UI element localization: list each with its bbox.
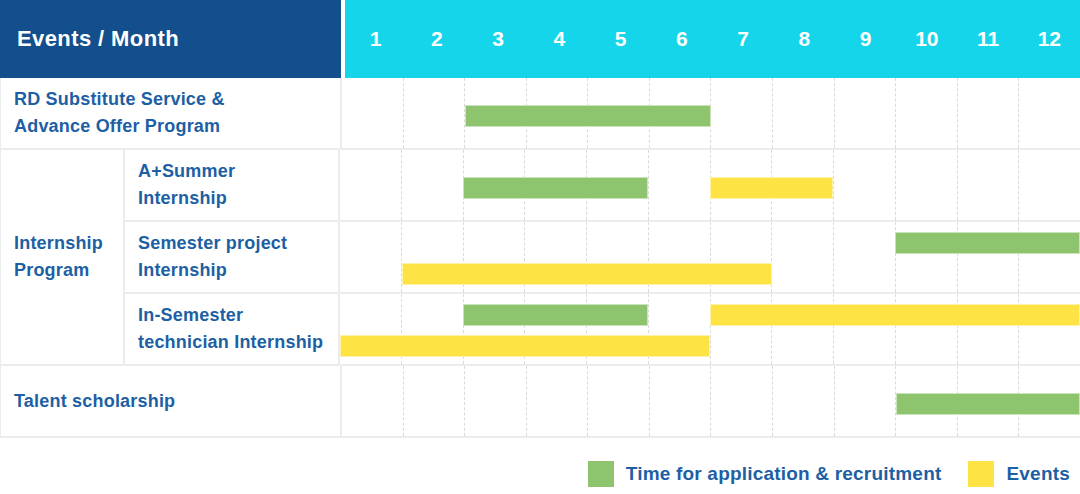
month-header-10: 10 xyxy=(896,0,957,78)
grid-column xyxy=(957,78,1019,148)
grid-column xyxy=(587,366,649,436)
schedule-row: RD Substitute Service &Advance Offer Pro… xyxy=(1,78,1080,150)
schedule-row: In-Semestertechnician Internship xyxy=(125,294,1080,366)
row-label-line: RD Substitute Service & xyxy=(14,86,340,113)
grid-column xyxy=(648,150,710,220)
month-header-2: 2 xyxy=(406,0,467,78)
bar-events xyxy=(710,304,1080,326)
grid-column xyxy=(895,150,957,220)
row-chart-area xyxy=(340,222,1080,292)
legend-item-application: Time for application & recruitment xyxy=(588,461,942,487)
grid-column xyxy=(464,366,526,436)
row-chart-area xyxy=(340,294,1080,364)
bar-application xyxy=(463,304,648,326)
grid-column xyxy=(895,78,957,148)
grid-column xyxy=(957,150,1019,220)
grid-column xyxy=(526,366,588,436)
months-header: 123456789101112 xyxy=(345,0,1080,78)
grid-column xyxy=(403,366,465,436)
row-chart-area xyxy=(340,150,1080,220)
row-chart-area xyxy=(342,78,1080,148)
legend-swatch-application xyxy=(588,461,614,487)
row-label-line: Internship xyxy=(138,185,338,212)
grid-column xyxy=(710,366,772,436)
month-header-11: 11 xyxy=(958,0,1019,78)
schedule-row: Semester projectInternship xyxy=(125,222,1080,294)
row-label-line: In-Semester xyxy=(138,302,338,329)
month-header-4: 4 xyxy=(529,0,590,78)
gantt-schedule-app: Events / Month 123456789101112 RD Substi… xyxy=(0,0,1080,494)
month-header-7: 7 xyxy=(713,0,774,78)
grid-column xyxy=(772,366,834,436)
grid-column xyxy=(833,222,895,292)
month-header-3: 3 xyxy=(468,0,529,78)
row-label-line: Talent scholarship xyxy=(14,388,340,415)
group-label: InternshipProgram xyxy=(1,150,125,366)
schedule-body: RD Substitute Service &Advance Offer Pro… xyxy=(0,78,1080,438)
legend-item-events: Events xyxy=(968,461,1070,487)
grid-column xyxy=(834,366,896,436)
month-header-6: 6 xyxy=(651,0,712,78)
row-label: Talent scholarship xyxy=(1,366,342,436)
schedule-row: Talent scholarship xyxy=(1,366,1080,438)
schedule-row: A+SummerInternship xyxy=(125,150,1080,222)
row-label: A+SummerInternship xyxy=(125,150,340,220)
row-label-line: technician Internship xyxy=(138,329,338,356)
legend: Time for application & recruitment Events xyxy=(588,461,1070,487)
grid-column xyxy=(649,366,711,436)
bar-application xyxy=(463,177,648,199)
grid-column xyxy=(710,78,772,148)
row-label: RD Substitute Service &Advance Offer Pro… xyxy=(1,78,342,148)
grid-column xyxy=(403,78,465,148)
month-header-1: 1 xyxy=(345,0,406,78)
row-label: Semester projectInternship xyxy=(125,222,340,292)
grouped-section: InternshipProgramA+SummerInternshipSemes… xyxy=(1,150,1080,366)
bar-application xyxy=(465,105,711,127)
bar-events xyxy=(340,335,710,357)
header-divider xyxy=(341,0,345,78)
grid-column xyxy=(401,150,463,220)
grid-column xyxy=(342,78,403,148)
row-chart-area xyxy=(342,366,1080,436)
group-subrows: A+SummerInternshipSemester projectIntern… xyxy=(125,150,1080,366)
grid-column xyxy=(834,78,896,148)
grid-column xyxy=(342,366,403,436)
month-header-5: 5 xyxy=(590,0,651,78)
month-header-9: 9 xyxy=(835,0,896,78)
row-label-line: Advance Offer Program xyxy=(14,113,340,140)
grid-column xyxy=(340,222,401,292)
bar-application xyxy=(896,393,1080,415)
grid-column xyxy=(1018,78,1080,148)
month-header-12: 12 xyxy=(1019,0,1080,78)
bar-events xyxy=(710,177,833,199)
legend-label: Events xyxy=(1006,463,1070,485)
grid-column xyxy=(772,78,834,148)
bar-application xyxy=(895,232,1080,254)
row-label-line: Semester project xyxy=(138,230,338,257)
row-label-line: A+Summer xyxy=(138,158,338,185)
month-header-8: 8 xyxy=(774,0,835,78)
grid-column xyxy=(1018,150,1080,220)
legend-label: Time for application & recruitment xyxy=(626,463,942,485)
group-label-line: Program xyxy=(14,257,123,284)
row-label: In-Semestertechnician Internship xyxy=(125,294,340,364)
grid-column xyxy=(340,150,401,220)
grid-column xyxy=(833,150,895,220)
legend-swatch-events xyxy=(968,461,994,487)
row-label-line: Internship xyxy=(138,257,338,284)
group-label-line: Internship xyxy=(14,230,123,257)
events-month-header: Events / Month xyxy=(0,0,341,78)
bar-events xyxy=(402,263,772,285)
table-header-row: Events / Month 123456789101112 xyxy=(0,0,1080,78)
grid-column xyxy=(771,222,833,292)
schedule-table: Events / Month 123456789101112 RD Substi… xyxy=(0,0,1080,438)
